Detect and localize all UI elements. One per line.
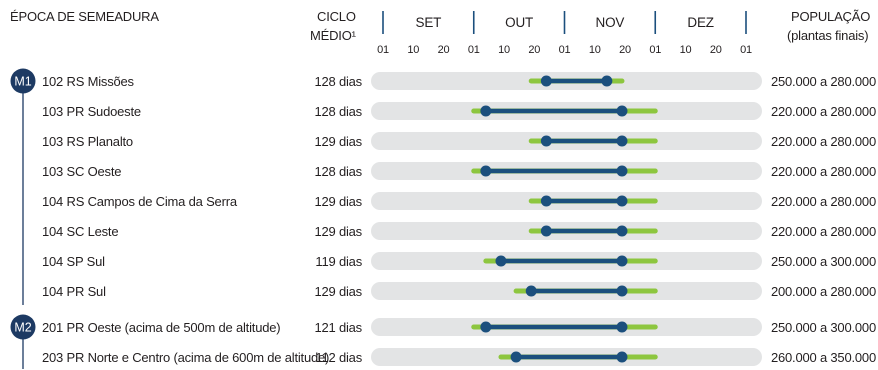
- group-badge: [10, 68, 36, 94]
- tick-label: 10: [680, 44, 692, 56]
- recommended-end-dot: [616, 195, 628, 207]
- row-cycle: 129 dias: [314, 134, 362, 149]
- tick-label: 20: [528, 44, 540, 56]
- recommended-start-dot: [480, 165, 492, 177]
- header-epoca: ÉPOCA DE SEMEADURA: [10, 9, 159, 24]
- recommended-start-dot: [540, 75, 552, 87]
- row-label: 103 PR Sudoeste: [42, 104, 141, 119]
- tick-label: 01: [649, 44, 661, 56]
- tick-label: 10: [498, 44, 510, 56]
- tick-label: 20: [619, 44, 631, 56]
- recommended-end-dot: [616, 285, 628, 297]
- row-cycle: 129 dias: [314, 224, 362, 239]
- recommended-end-dot: [616, 165, 628, 177]
- recommended-start-dot: [480, 105, 492, 117]
- recommended-start-dot: [525, 285, 537, 297]
- row-population: 220.000 a 280.000: [771, 194, 876, 209]
- row-cycle: 128 dias: [314, 164, 362, 179]
- tick-label: 01: [468, 44, 480, 56]
- row-label: 102 RS Missões: [42, 74, 135, 89]
- row-population: 200.000 a 280.000: [771, 284, 876, 299]
- recommended-start-dot: [540, 195, 552, 207]
- tick-label: 10: [407, 44, 419, 56]
- month-label: OUT: [505, 15, 533, 30]
- row-label: 203 PR Norte e Centro (acima de 600m de …: [42, 350, 329, 365]
- row-label: 104 PR Sul: [42, 284, 106, 299]
- row-cycle: 128 dias: [314, 104, 362, 119]
- tick-label: 20: [438, 44, 450, 56]
- row-population: 220.000 a 280.000: [771, 224, 876, 239]
- row-population: 250.000 a 300.000: [771, 320, 876, 335]
- row-label: 103 RS Planalto: [42, 134, 133, 149]
- recommended-end-dot: [616, 351, 628, 363]
- row-cycle: 129 dias: [314, 284, 362, 299]
- group-badge: [10, 314, 36, 340]
- month-label: DEZ: [687, 15, 713, 30]
- tick-label: 01: [740, 44, 752, 56]
- tick-label: 01: [559, 44, 571, 56]
- recommended-start-dot: [480, 321, 492, 333]
- recommended-end-dot: [616, 225, 628, 237]
- row-cycle: 119 dias: [315, 254, 362, 269]
- row-population: 250.000 a 280.000: [771, 74, 876, 89]
- row-label: 103 SC Oeste: [42, 164, 121, 179]
- row-label: 201 PR Oeste (acima de 500m de altitude): [42, 320, 280, 335]
- row-population: 250.000 a 300.000: [771, 254, 876, 269]
- row-cycle: 129 dias: [314, 194, 362, 209]
- header-ciclo: CICLO: [317, 9, 356, 24]
- recommended-start-dot: [540, 225, 552, 237]
- row-population: 220.000 a 280.000: [771, 164, 876, 179]
- month-label: NOV: [596, 15, 625, 30]
- recommended-start-dot: [540, 135, 552, 147]
- recommended-start-dot: [495, 255, 507, 267]
- row-label: 104 SC Leste: [42, 224, 118, 239]
- month-label: SET: [416, 15, 442, 30]
- row-population: 220.000 a 280.000: [771, 104, 876, 119]
- tick-label: 20: [710, 44, 722, 56]
- recommended-start-dot: [510, 351, 522, 363]
- tick-label: 10: [589, 44, 601, 56]
- row-cycle: 121 dias: [314, 320, 362, 335]
- group-badge-label: M2: [14, 321, 31, 335]
- group-badge-label: M1: [14, 75, 31, 89]
- tick-label: 01: [377, 44, 389, 56]
- header-populacao-sub: (plantas finais): [787, 28, 869, 43]
- recommended-end-dot: [616, 321, 628, 333]
- header-populacao: POPULAÇÃO: [791, 9, 871, 24]
- recommended-end-dot: [616, 105, 628, 117]
- recommended-end-dot: [601, 75, 613, 87]
- row-population: 220.000 a 280.000: [771, 134, 876, 149]
- row-label: 104 SP Sul: [42, 254, 105, 269]
- row-label: 104 RS Campos de Cima da Serra: [42, 194, 238, 209]
- header-ciclo-medio: MÉDIO¹: [310, 28, 356, 43]
- recommended-end-dot: [616, 255, 628, 267]
- row-cycle: 128 dias: [314, 74, 362, 89]
- row-cycle: 112 dias: [315, 350, 362, 365]
- recommended-end-dot: [616, 135, 628, 147]
- row-population: 260.000 a 350.000: [771, 350, 876, 365]
